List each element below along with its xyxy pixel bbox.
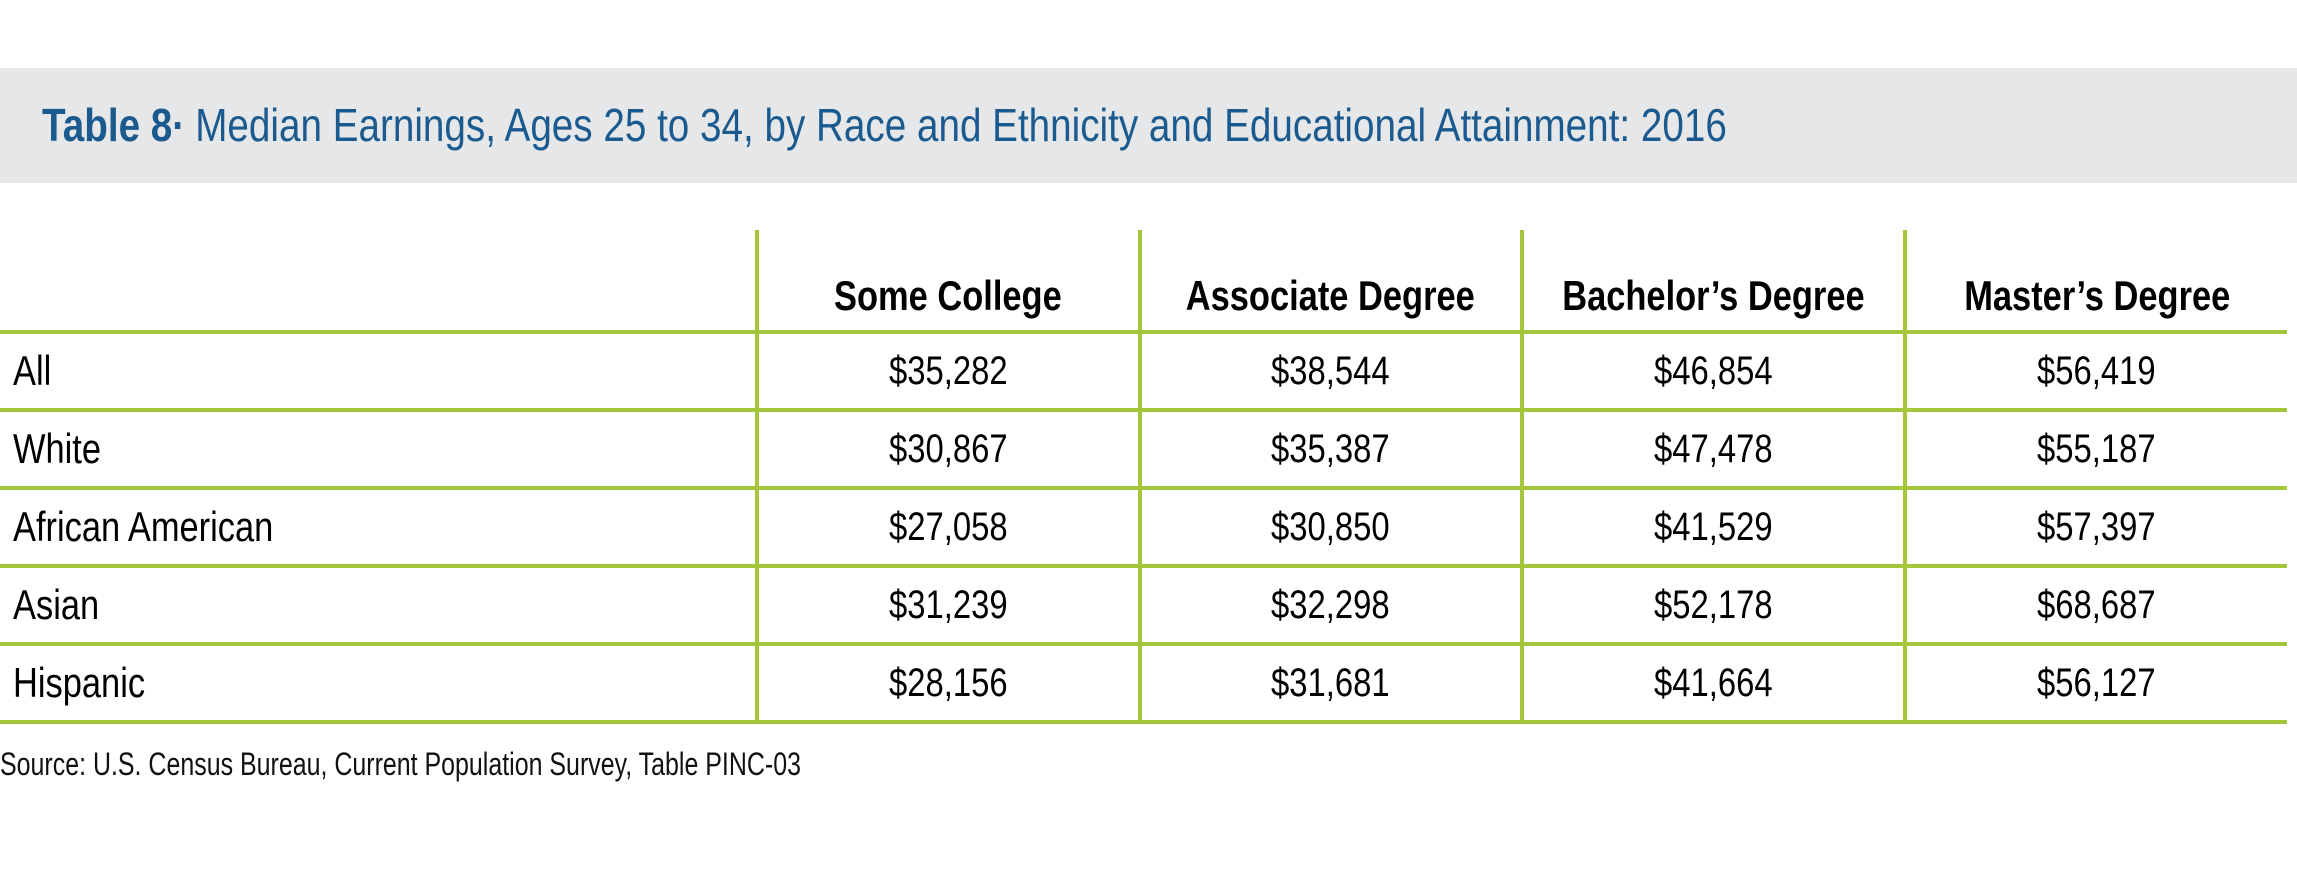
value-cell: $41,529 [1520,488,1905,568]
header-cell-associate-degree: Associate Degree [1137,230,1522,334]
row-label-cell: African American [0,488,757,568]
value-cell: $27,058 [755,488,1140,568]
row-label: Asian [13,581,100,628]
header-label: Master’s Degree [1963,272,2230,319]
earnings-table: Some College Associate Degree Bachelor’s… [0,230,2287,724]
value-cell: $32,298 [1137,566,1522,646]
cell-value: $30,850 [1271,504,1391,549]
table-row: African American $27,058 $30,850 $41,529… [0,488,2287,568]
header-label: Some College [834,272,1063,319]
value-cell: $56,419 [1902,332,2287,412]
row-label-cell: All [0,332,757,412]
header-cell-masters-degree: Master’s Degree [1902,230,2287,334]
header-cell-some-college: Some College [755,230,1140,334]
value-cell: $41,664 [1520,644,1905,724]
value-cell: $47,478 [1520,410,1905,490]
row-label-cell: White [0,410,757,490]
value-cell: $31,681 [1137,644,1522,724]
table-row: Asian $31,239 $32,298 $52,178 $68,687 [0,566,2287,646]
title-separator: · [172,99,186,151]
header-label: Bachelor’s Degree [1562,272,1865,319]
value-cell: $31,239 [755,566,1140,646]
header-row: Some College Associate Degree Bachelor’s… [0,230,2287,334]
row-label: African American [13,503,274,550]
value-cell: $30,867 [755,410,1140,490]
cell-value: $31,239 [888,582,1008,627]
row-label-cell: Hispanic [0,644,757,724]
value-cell: $30,850 [1137,488,1522,568]
cell-value: $41,529 [1653,504,1773,549]
table-row: Hispanic $28,156 $31,681 $41,664 $56,127 [0,644,2287,724]
cell-value: $32,298 [1271,582,1391,627]
value-cell: $38,544 [1137,332,1522,412]
title-band: Table 8· Median Earnings, Ages 25 to 34, … [0,68,2297,183]
cell-value: $38,544 [1271,348,1391,393]
row-label: All [13,347,52,394]
row-label: White [13,425,102,472]
table-row: White $30,867 $35,387 $47,478 $55,187 [0,410,2287,490]
cell-value: $68,687 [2037,582,2157,627]
header-cell-bachelors-degree: Bachelor’s Degree [1520,230,1905,334]
value-cell: $52,178 [1520,566,1905,646]
cell-value: $56,419 [2037,348,2157,393]
cell-value: $57,397 [2037,504,2157,549]
header-label: Associate Degree [1186,272,1476,319]
cell-value: $35,387 [1271,426,1391,471]
cell-value: $30,867 [888,426,1008,471]
row-label-cell: Asian [0,566,757,646]
cell-value: $56,127 [2037,660,2157,705]
cell-value: $47,478 [1653,426,1773,471]
cell-value: $35,282 [888,348,1008,393]
table-number: Table 8 [42,99,173,151]
row-label: Hispanic [13,659,146,706]
value-cell: $46,854 [1520,332,1905,412]
value-cell: $57,397 [1902,488,2287,568]
value-cell: $28,156 [755,644,1140,724]
cell-value: $41,664 [1653,660,1773,705]
table-row: All $35,282 $38,544 $46,854 $56,419 [0,332,2287,412]
header-cell-empty [0,230,757,334]
cell-value: $31,681 [1271,660,1391,705]
cell-value: $55,187 [2037,426,2157,471]
value-cell: $55,187 [1902,410,2287,490]
cell-value: $27,058 [888,504,1008,549]
table-title: Table 8· Median Earnings, Ages 25 to 34, … [42,68,1727,183]
value-cell: $35,387 [1137,410,1522,490]
value-cell: $68,687 [1902,566,2287,646]
source-note: Source: U.S. Census Bureau, Current Popu… [0,746,801,782]
cell-value: $46,854 [1653,348,1773,393]
value-cell: $56,127 [1902,644,2287,724]
cell-value: $28,156 [888,660,1008,705]
table-title-text: Median Earnings, Ages 25 to 34, by Race … [195,99,1727,151]
value-cell: $35,282 [755,332,1140,412]
cell-value: $52,178 [1653,582,1773,627]
